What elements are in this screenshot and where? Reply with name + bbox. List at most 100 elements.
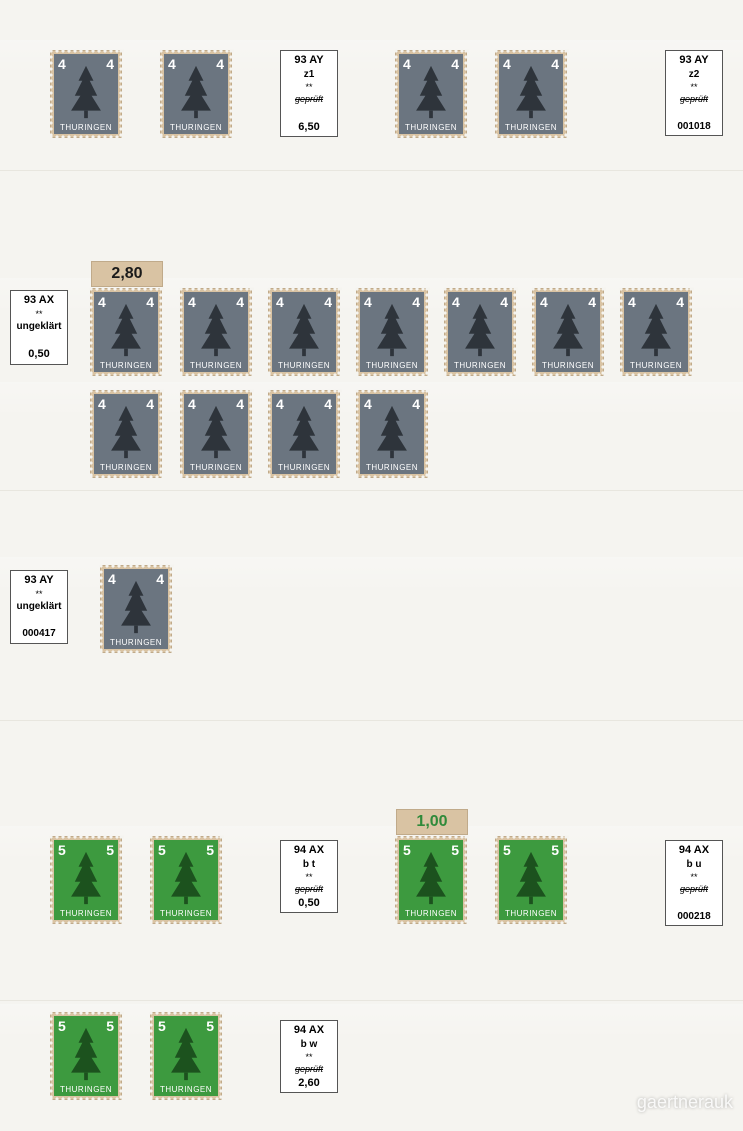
stamp-value: 4 — [276, 294, 284, 310]
stamp-inner: 44 THURINGEN — [94, 394, 158, 474]
stamp-country-name: THURINGEN — [60, 909, 112, 920]
label-sub: b u — [687, 858, 702, 872]
stamp-grey: 44 THURINGEN — [50, 50, 122, 138]
stamp-value: 5 — [106, 1018, 114, 1034]
stamp-grey: 2,8044 THURINGEN — [90, 288, 162, 376]
perforation — [493, 920, 569, 926]
stamp-country-name: THURINGEN — [100, 361, 152, 372]
perforation — [563, 834, 569, 926]
stamp-value: 4 — [324, 294, 332, 310]
stamp-country-name: THURINGEN — [366, 463, 418, 474]
album-row-line — [0, 1000, 743, 1001]
stamp-inner: 44 THURINGEN — [54, 54, 118, 134]
stamp-value: 4 — [364, 294, 372, 310]
label-catalog-id: 93 AY — [679, 53, 708, 68]
perforation — [600, 286, 606, 378]
stamp-value: 5 — [451, 842, 459, 858]
fir-tree-icon — [197, 302, 235, 358]
label-geprueft: geprüft — [295, 1063, 323, 1075]
perforation — [118, 834, 124, 926]
catalog-label-card: 93 AX**ungeklärt0,50 — [10, 290, 68, 365]
perforation — [354, 474, 430, 480]
perforation — [393, 920, 469, 926]
stamp-country-name: THURINGEN — [160, 1085, 212, 1096]
stamp-grey: 44 THURINGEN — [180, 288, 252, 376]
perforation — [48, 920, 124, 926]
stamp-country-name: THURINGEN — [505, 909, 557, 920]
stamp-grey: 44 THURINGEN — [180, 390, 252, 478]
album-row-line — [0, 490, 743, 491]
label-price: 0,50 — [28, 347, 49, 362]
perforation — [98, 649, 174, 655]
stamp-country-name: THURINGEN — [405, 123, 457, 134]
stamp-value: 4 — [551, 56, 559, 72]
perforation — [512, 286, 518, 378]
stamp-green: 55 THURINGEN — [50, 1012, 122, 1100]
stamp-value: 4 — [98, 294, 106, 310]
stamp-value: 4 — [236, 294, 244, 310]
fir-tree-icon — [177, 64, 215, 120]
stamp-grey: 44 THURINGEN — [395, 50, 467, 138]
stamp-value: 4 — [540, 294, 548, 310]
stamp-country-name: THURINGEN — [190, 463, 242, 474]
stamp-value: 4 — [106, 56, 114, 72]
catalog-label-card: 94 AXb u**geprüft000218 — [665, 840, 723, 926]
stamp-country-name: THURINGEN — [366, 361, 418, 372]
perforation — [248, 286, 254, 378]
label-catalog-id: 93 AX — [24, 293, 54, 308]
fir-tree-icon — [285, 404, 323, 460]
stamp-inner: 44 THURINGEN — [164, 54, 228, 134]
fir-tree-icon — [197, 404, 235, 460]
perforation — [158, 286, 164, 378]
perforation — [618, 372, 694, 378]
stamp-inner: 55 THURINGEN — [154, 1016, 218, 1096]
stamp-value: 5 — [503, 842, 511, 858]
label-lot-number: 000218 — [677, 910, 710, 924]
fir-tree-icon — [285, 302, 323, 358]
stamp-value: 4 — [412, 294, 420, 310]
stamp-grey: 44 THURINGEN — [160, 50, 232, 138]
stamp-inner: 44 THURINGEN — [184, 292, 248, 372]
stamp-inner: 55 THURINGEN — [499, 840, 563, 920]
perforation — [178, 474, 254, 480]
label-mint: ** — [305, 81, 312, 93]
stamp-value: 5 — [158, 842, 166, 858]
selvage-value: 1,00 — [416, 813, 447, 831]
perforation — [218, 1010, 224, 1102]
perforation — [168, 563, 174, 655]
label-mint: ** — [305, 871, 312, 883]
label-note: ungeklärt — [16, 600, 61, 614]
label-note: ungeklärt — [16, 320, 61, 334]
stamp-inner: 55 THURINGEN — [399, 840, 463, 920]
catalog-label-card: 93 AYz2**geprüft001018 — [665, 50, 723, 136]
label-catalog-id: 93 AY — [294, 53, 323, 68]
selvage-tab: 2,80 — [91, 261, 163, 287]
stamp-value: 4 — [324, 396, 332, 412]
stamp-value: 4 — [676, 294, 684, 310]
label-mint: ** — [305, 1051, 312, 1063]
perforation — [563, 48, 569, 140]
stamp-inner: 55 THURINGEN — [54, 1016, 118, 1096]
label-geprueft: geprüft — [295, 93, 323, 105]
stamp-grey: 44 THURINGEN — [532, 288, 604, 376]
stamp-country-name: THURINGEN — [454, 361, 506, 372]
catalog-label-card: 93 AYz1**geprüft6,50 — [280, 50, 338, 137]
label-price: 2,60 — [298, 1076, 319, 1091]
stamp-country-name: THURINGEN — [278, 361, 330, 372]
stamp-inner: 44 THURINGEN — [184, 394, 248, 474]
stamp-value: 4 — [58, 56, 66, 72]
label-price: 6,50 — [298, 120, 319, 135]
stamp-value: 5 — [206, 1018, 214, 1034]
selvage-tab: 1,00 — [396, 809, 468, 835]
stamp-value: 4 — [403, 56, 411, 72]
stamp-grey: 44 THURINGEN — [356, 390, 428, 478]
fir-tree-icon — [167, 1026, 205, 1082]
stamp-country-name: THURINGEN — [100, 463, 152, 474]
catalog-label-card: 93 AY**ungeklärt000417 — [10, 570, 68, 644]
perforation — [88, 474, 164, 480]
stamp-grey: 44 THURINGEN — [444, 288, 516, 376]
watermark-text: gaertnerauk — [637, 1092, 733, 1113]
stamp-country-name: THURINGEN — [160, 909, 212, 920]
perforation — [688, 286, 694, 378]
perforation — [493, 134, 569, 140]
